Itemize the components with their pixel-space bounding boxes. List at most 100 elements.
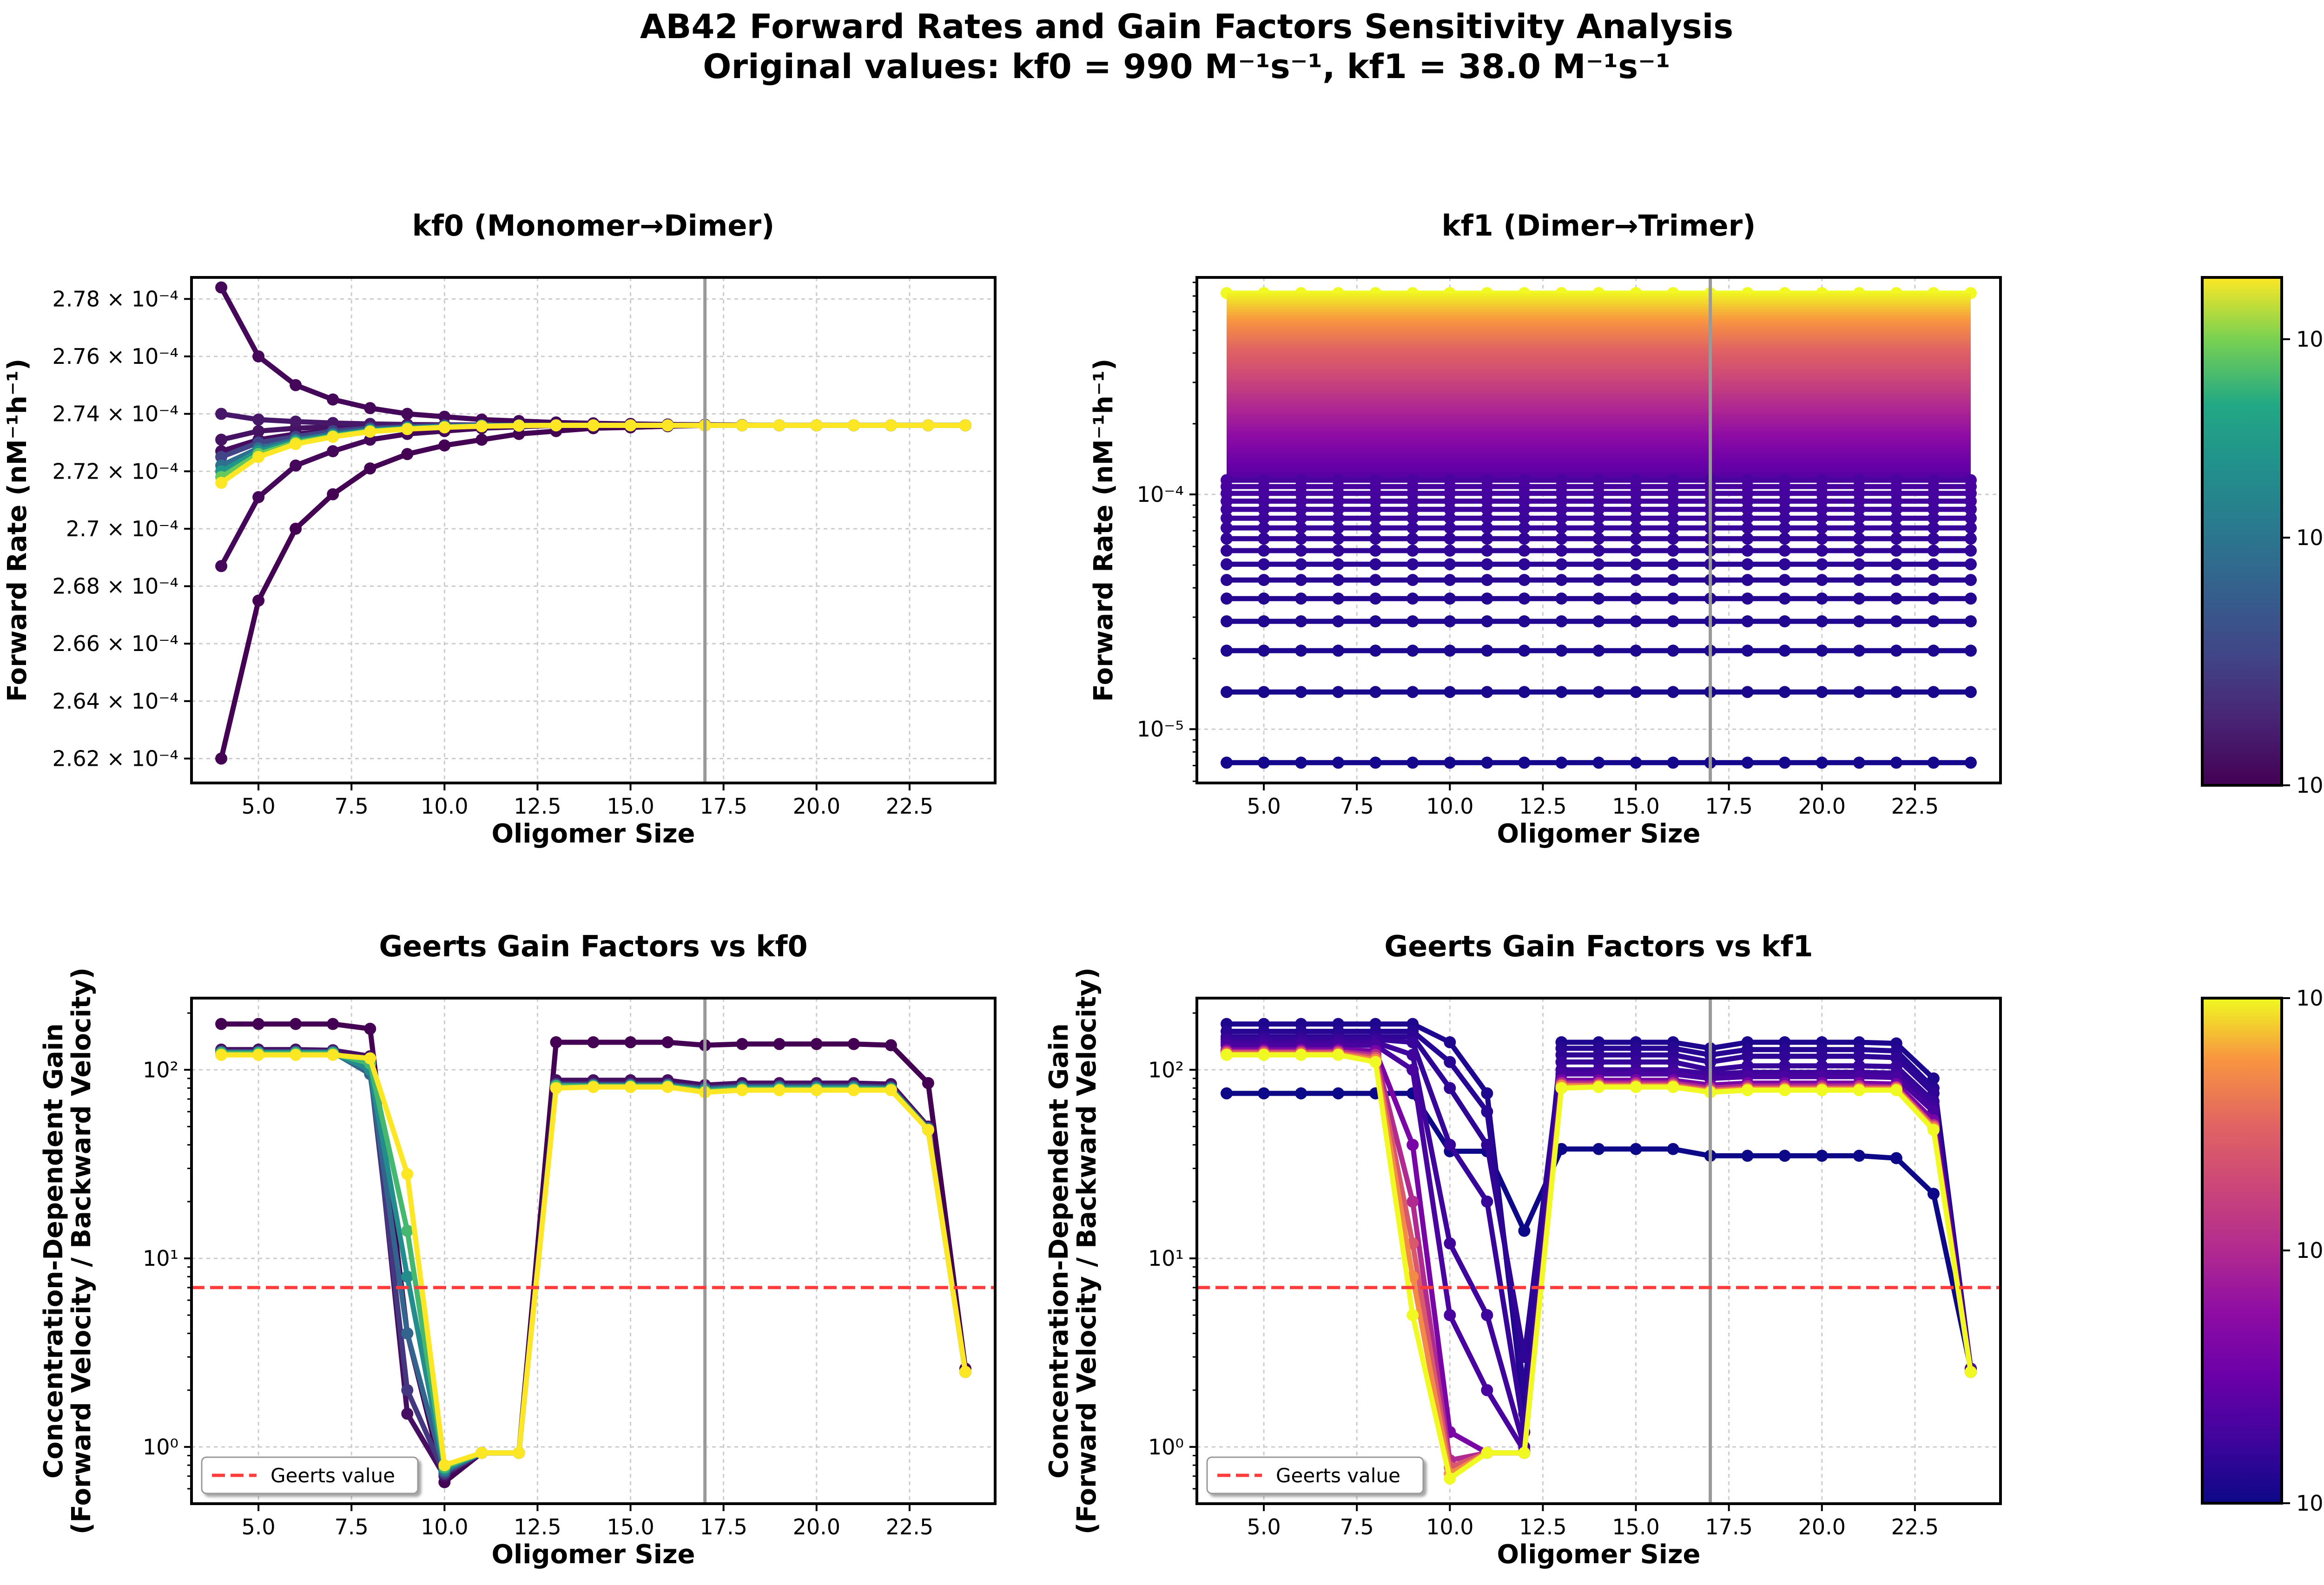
- data-point: [1406, 574, 1419, 586]
- data-point: [1444, 615, 1456, 628]
- data-point: [1592, 533, 1605, 545]
- data-point: [401, 423, 414, 435]
- y-tick-label: 10²: [143, 1057, 178, 1082]
- data-point: [1667, 756, 1679, 769]
- legend-label: Geerts value: [1276, 1464, 1400, 1487]
- data-point: [1592, 574, 1605, 586]
- x-tick-label: 7.5: [335, 1514, 369, 1539]
- data-point: [1258, 574, 1270, 586]
- data-point: [1816, 522, 1828, 534]
- data-point: [1890, 686, 1902, 698]
- data-point: [1555, 522, 1568, 534]
- data-point: [1406, 1195, 1419, 1208]
- data-point: [1592, 592, 1605, 605]
- data-point: [215, 281, 228, 294]
- data-point: [661, 1036, 674, 1048]
- data-point: [1964, 592, 1977, 605]
- data-point: [922, 419, 934, 432]
- data-point: [1778, 1084, 1791, 1097]
- data-point: [1555, 592, 1568, 605]
- data-point: [1332, 512, 1345, 525]
- data-point: [1927, 1188, 1940, 1200]
- data-point: [1927, 512, 1940, 525]
- data-point: [1778, 756, 1791, 769]
- data-point: [1332, 645, 1345, 657]
- data-point: [1518, 592, 1531, 605]
- data-point: [1667, 545, 1679, 557]
- data-point: [1927, 533, 1940, 545]
- data-point: [1518, 756, 1531, 769]
- data-point: [1816, 1050, 1828, 1063]
- data-point: [252, 1049, 265, 1061]
- data-point: [587, 1081, 600, 1093]
- data-point: [1481, 592, 1493, 605]
- data-point: [1778, 1050, 1791, 1063]
- x-tick-label: 5.0: [1247, 1514, 1281, 1539]
- colorbar-kf0-tick-2: 10²: [2296, 525, 2324, 550]
- data-point: [1332, 1087, 1345, 1099]
- data-point: [327, 431, 339, 443]
- data-point: [1890, 474, 1902, 487]
- series-line-10: [1227, 1052, 1974, 1477]
- data-point: [290, 522, 302, 535]
- data-point: [1741, 474, 1754, 487]
- data-point: [1964, 533, 1977, 545]
- data-point: [1816, 533, 1828, 545]
- legend: Geerts value: [1206, 1456, 1424, 1494]
- data-point: [1221, 558, 1233, 571]
- legend-box: [1206, 1456, 1424, 1494]
- data-point: [1964, 756, 1977, 769]
- data-point: [1332, 615, 1345, 628]
- data-point: [1890, 558, 1902, 571]
- data-point: [1853, 645, 1865, 657]
- data-point: [1444, 1472, 1456, 1485]
- data-point: [401, 1224, 414, 1237]
- data-point: [1406, 512, 1419, 525]
- data-point: [290, 415, 302, 428]
- data-point: [1369, 645, 1382, 657]
- data-point: [1592, 756, 1605, 769]
- data-point: [1778, 522, 1791, 534]
- plot-area-top-right: [1221, 277, 1977, 783]
- data-point: [1369, 474, 1382, 487]
- legend: Geerts value: [201, 1456, 419, 1494]
- data-point: [1890, 545, 1902, 557]
- data-point: [1741, 615, 1754, 628]
- data-point: [1964, 545, 1977, 557]
- data-point: [1853, 558, 1865, 571]
- data-point: [1778, 645, 1791, 657]
- plot-area-bottom-right: [1197, 998, 2000, 1504]
- data-point: [1369, 1056, 1382, 1068]
- data-point: [736, 419, 748, 432]
- data-point: [1406, 756, 1419, 769]
- data-point: [475, 1447, 488, 1459]
- data-point: [1444, 512, 1456, 525]
- data-point: [1778, 592, 1791, 605]
- data-point: [1630, 558, 1642, 571]
- y-tick-label: 10¹: [143, 1246, 178, 1271]
- data-point: [252, 1018, 265, 1030]
- y-tick-label: 2.72 × 10⁻⁴: [53, 459, 178, 484]
- data-point: [401, 448, 414, 460]
- data-point: [1444, 533, 1456, 545]
- x-tick-label: 7.5: [1340, 1514, 1374, 1539]
- data-point: [1630, 545, 1642, 557]
- data-point: [364, 425, 376, 438]
- data-point: [1221, 474, 1233, 487]
- data-point: [1518, 615, 1531, 628]
- data-point: [215, 477, 228, 489]
- data-point: [736, 1038, 748, 1050]
- data-point: [1741, 512, 1754, 525]
- data-point: [1555, 756, 1568, 769]
- data-point: [1444, 645, 1456, 657]
- data-point: [1555, 512, 1568, 525]
- series-line-5: [221, 1051, 968, 1470]
- data-point: [401, 1168, 414, 1180]
- data-point: [1481, 645, 1493, 657]
- data-point: [1406, 1138, 1419, 1151]
- data-point: [773, 1084, 786, 1097]
- data-point: [1406, 545, 1419, 557]
- panel-bottom-left: Geerts value 5.0 7.5 10.0 12.5 15.0 17.5 20.0 22…: [39, 929, 997, 1570]
- data-point: [1332, 522, 1345, 534]
